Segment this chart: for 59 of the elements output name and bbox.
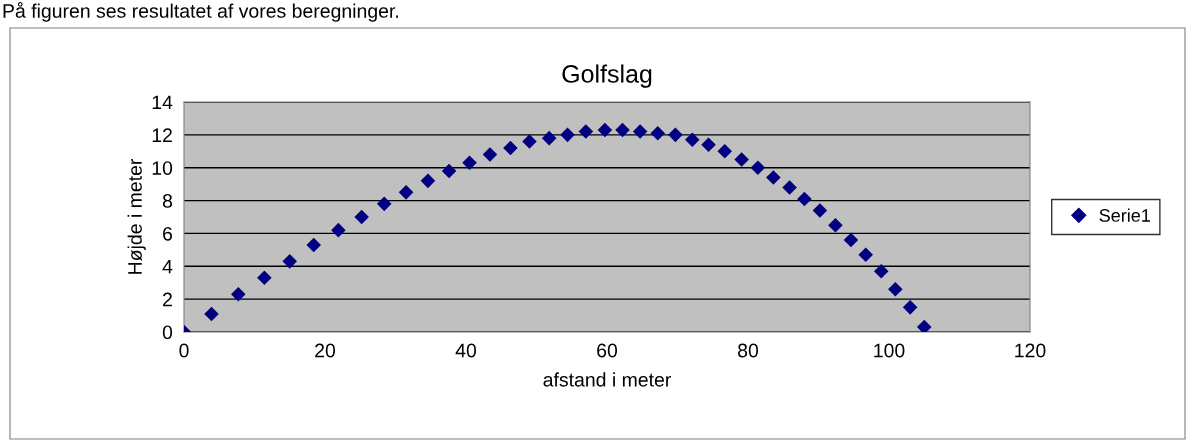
- point: [522, 134, 537, 149]
- point: [354, 209, 369, 225]
- point: [503, 140, 518, 156]
- point: [306, 237, 321, 253]
- point: [717, 144, 733, 159]
- x-axis-title: afstand i meter: [543, 372, 671, 387]
- point: [560, 127, 575, 143]
- point: [843, 232, 859, 248]
- point: [376, 196, 392, 212]
- point: [420, 173, 436, 189]
- point: [204, 306, 219, 322]
- y-tick-label: 6: [163, 226, 173, 241]
- point: [441, 163, 457, 179]
- point: [231, 286, 246, 302]
- y-axis-title: Højde i meter: [127, 158, 146, 274]
- y-tick-label: 8: [162, 194, 173, 208]
- x-tick-label: 20: [315, 343, 336, 358]
- point: [398, 185, 414, 200]
- point: [858, 247, 874, 263]
- point: [668, 127, 683, 143]
- point: [812, 203, 828, 218]
- point: [750, 160, 766, 175]
- y-tick-label: 12: [152, 128, 172, 142]
- x-tick-label: 80: [738, 343, 759, 358]
- legend-label: Serie1: [1099, 208, 1150, 222]
- x-tick-label: 120: [1015, 343, 1046, 358]
- point: [766, 170, 781, 185]
- point: [282, 254, 298, 269]
- point: [797, 191, 812, 207]
- y-tick-label: 10: [152, 161, 173, 175]
- point: [685, 132, 700, 148]
- point: [734, 152, 749, 167]
- point: [888, 282, 903, 297]
- point: [597, 122, 613, 138]
- point: [650, 125, 666, 141]
- point: [902, 300, 918, 315]
- y-tick-label: 14: [152, 95, 173, 110]
- x-tick-label: 40: [455, 343, 477, 358]
- x-tick-label: 0: [179, 343, 189, 358]
- x-tick-label: 60: [597, 343, 618, 358]
- y-tick-label: 0: [162, 325, 173, 340]
- x-tick-label: 100: [874, 343, 905, 358]
- y-tick-label: 2: [163, 292, 172, 307]
- point: [541, 130, 557, 146]
- point: [615, 122, 630, 138]
- point: [482, 147, 498, 162]
- chart-title: Golfslag: [562, 64, 652, 88]
- point: [331, 222, 346, 238]
- point: [632, 124, 648, 139]
- point: [873, 263, 889, 279]
- point: [916, 319, 932, 332]
- point: [462, 155, 477, 171]
- point: [828, 217, 843, 233]
- text: På figuren ses resultatet af vores beregninger.: [3, 2, 398, 22]
- point: [257, 270, 272, 286]
- point: [701, 137, 716, 152]
- y-tick-label: 4: [162, 259, 173, 274]
- point: [578, 124, 594, 139]
- point: [782, 180, 797, 195]
